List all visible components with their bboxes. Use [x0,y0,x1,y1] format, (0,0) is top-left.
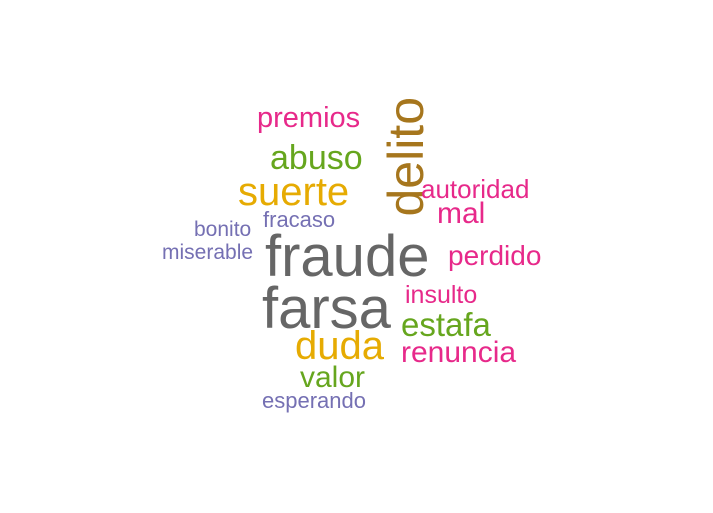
word-duda: duda [295,324,384,368]
word-estafa: estafa [401,306,491,343]
word-miserable: miserable [162,241,254,264]
word-mal: mal [437,197,486,230]
word-esperando: esperando [262,388,366,413]
word-farsa: farsa [262,276,391,341]
word-fracaso: fracaso [263,207,336,232]
word-renuncia: renuncia [401,336,517,369]
word-bonito: bonito [194,218,252,241]
word-autoridad: autoridad [421,174,530,204]
word-fraude: fraude [265,224,430,289]
word-insulto: insulto [405,281,478,309]
word-perdido: perdido [448,240,542,271]
word-premios: premios [257,102,361,134]
word-suerte: suerte [238,170,350,214]
word-abuso: abuso [270,139,363,177]
word-valor: valor [300,361,366,394]
